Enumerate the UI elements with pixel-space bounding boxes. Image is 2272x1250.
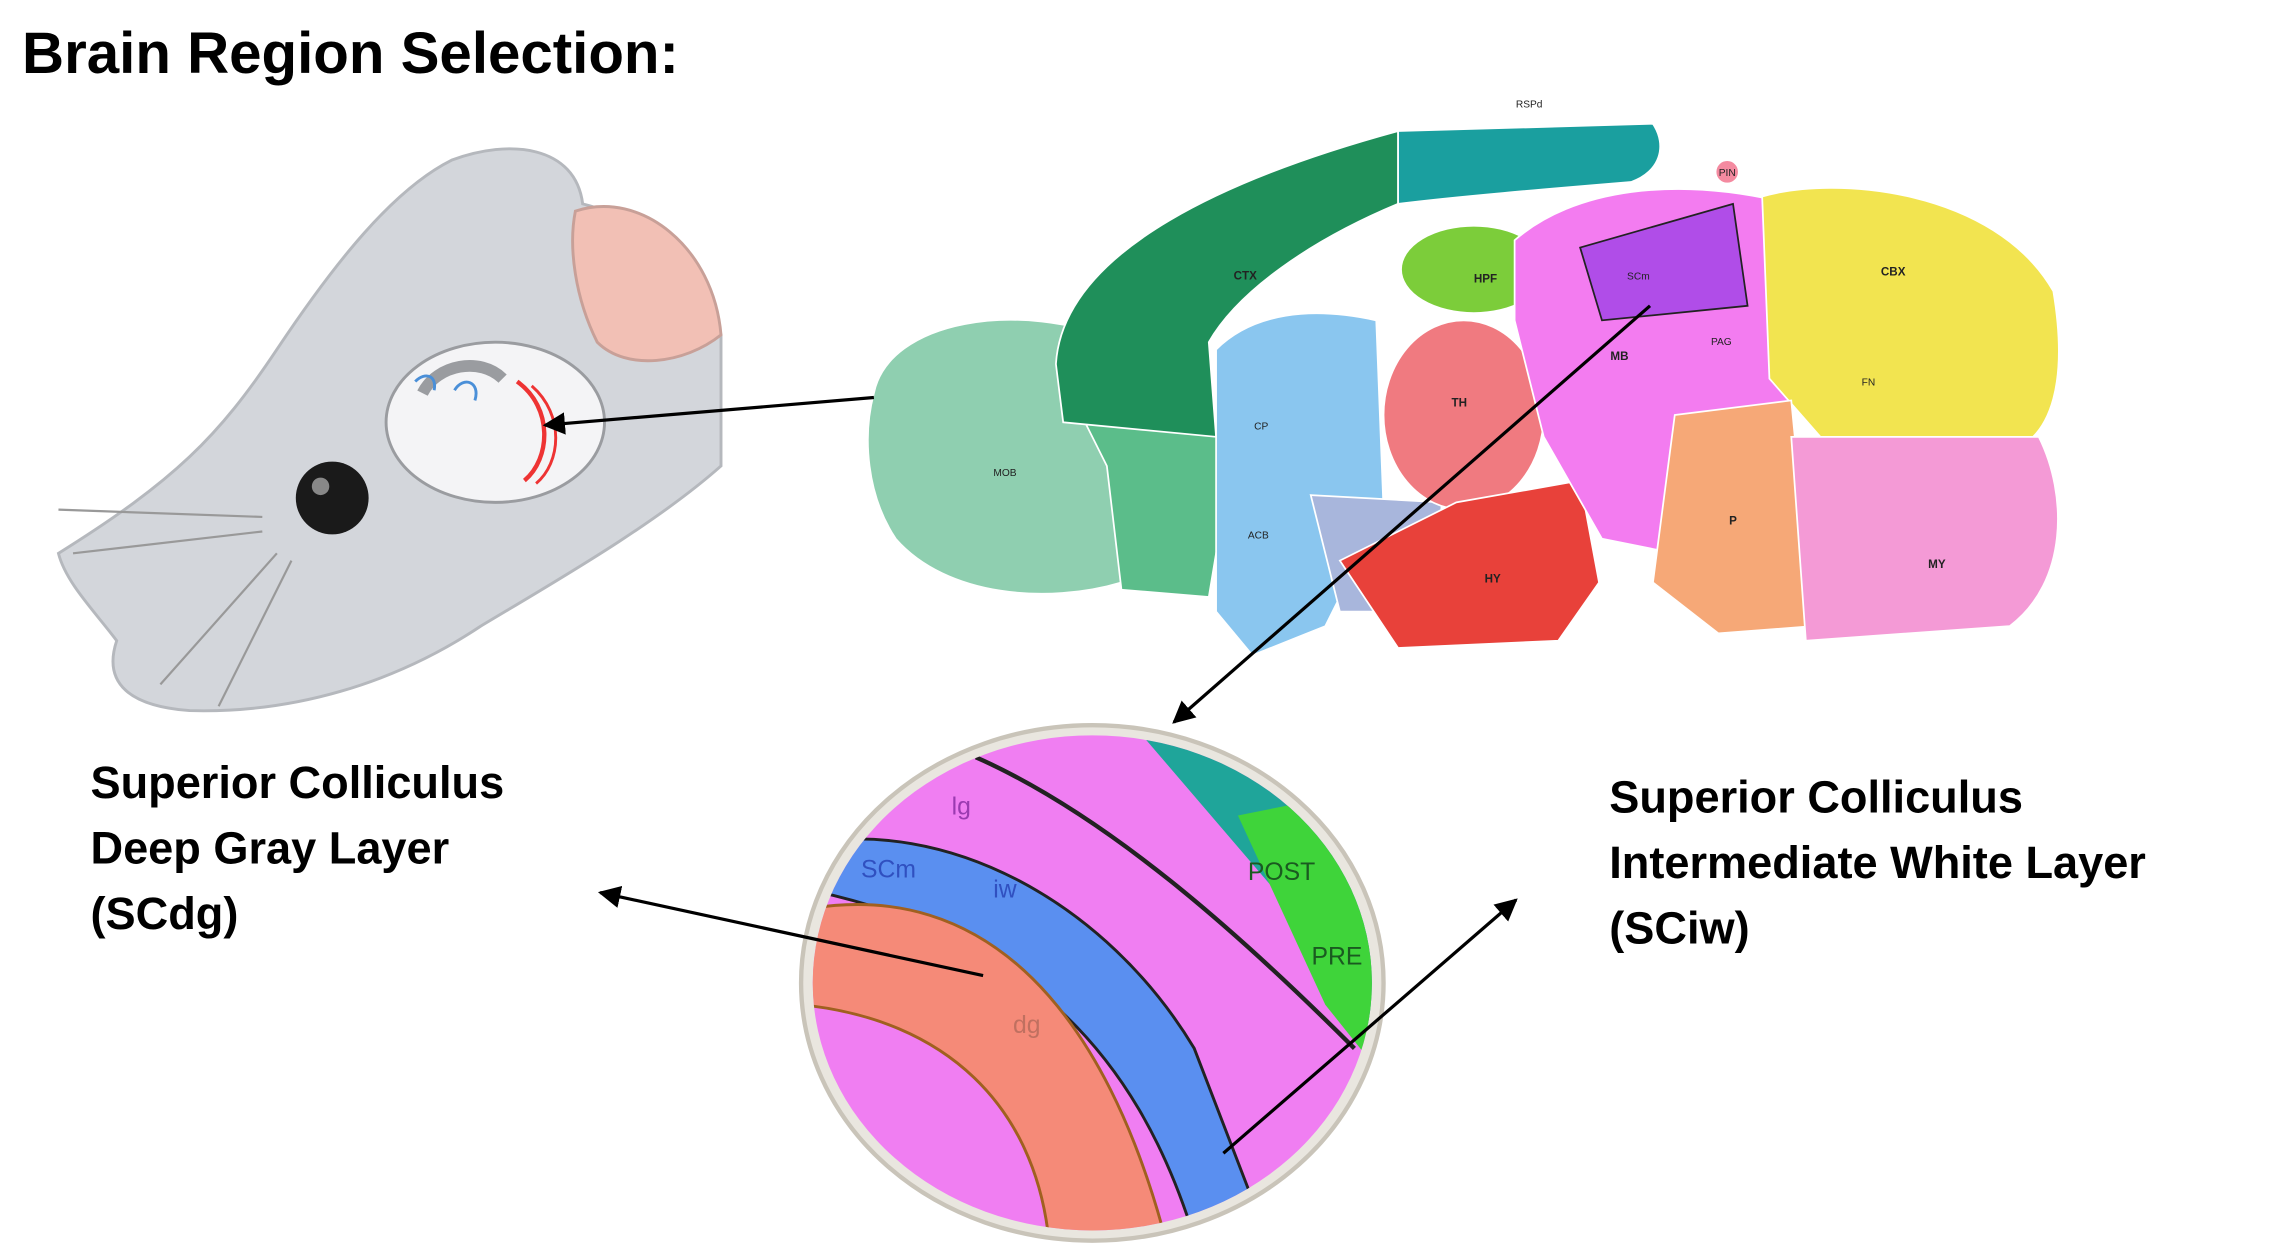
brain-atlas xyxy=(867,122,2060,657)
atlas-region-label: CTX xyxy=(1234,270,1257,283)
zoom-region-label: PRE xyxy=(1312,944,1363,971)
atlas-region-label: FN xyxy=(1862,378,1876,389)
mouse-illustration xyxy=(56,147,723,713)
atlas-region-label: MY xyxy=(1928,558,1946,571)
atlas-region-label: MOB xyxy=(993,468,1016,479)
atlas-region-label: HPF xyxy=(1474,273,1497,286)
zoom-labels: lg SCm iw dg POST PRE xyxy=(861,794,1362,1039)
labels: Superior Colliculus Deep Gray Layer (SCdg)… xyxy=(90,757,2145,954)
atlas-region-label: ACB xyxy=(1248,531,1269,542)
atlas-region-label: MB xyxy=(1610,350,1628,363)
region-label-line: Intermediate White Layer xyxy=(1609,837,2146,888)
arrows xyxy=(542,304,1652,1155)
zoom-region-label: POST xyxy=(1248,859,1315,886)
atlas-region-label: RSPd xyxy=(1516,100,1543,111)
atlas-region-label: HY xyxy=(1485,573,1501,586)
atlas-region-label: PAG xyxy=(1711,337,1732,348)
region-label-line: (SCdg) xyxy=(90,888,238,939)
arrow xyxy=(1222,898,1518,1155)
region-label-line: Superior Colliculus xyxy=(1609,772,2023,823)
atlas-labels: MOB CTX HPF TH HY MB CBX MY P CP SCm PAG FN ACB RSPd PI… xyxy=(993,100,1946,586)
title: Brain Region Selection: xyxy=(22,21,679,86)
arrow xyxy=(542,395,875,435)
region-label-line: (SCiw) xyxy=(1609,903,1749,954)
zoom-view xyxy=(798,722,1386,1243)
arrow xyxy=(597,885,984,978)
region-label-line: Superior Colliculus xyxy=(90,757,504,808)
atlas-region-label: TH xyxy=(1452,396,1468,409)
zoom-region-label: iw xyxy=(993,877,1016,904)
atlas-region-label: CP xyxy=(1254,421,1268,432)
atlas-region-label: P xyxy=(1729,514,1737,527)
arrow xyxy=(1172,304,1652,724)
region-label-line: Deep Gray Layer xyxy=(90,822,449,873)
atlas-region-label: PIN xyxy=(1719,168,1736,179)
atlas-region-label: CBX xyxy=(1881,265,1906,278)
zoom-region-label: SCm xyxy=(861,856,916,883)
zoom-region-label: dg xyxy=(1013,1012,1041,1039)
zoom-region-label: lg xyxy=(952,794,971,821)
atlas-region-label: SCm xyxy=(1627,271,1650,282)
